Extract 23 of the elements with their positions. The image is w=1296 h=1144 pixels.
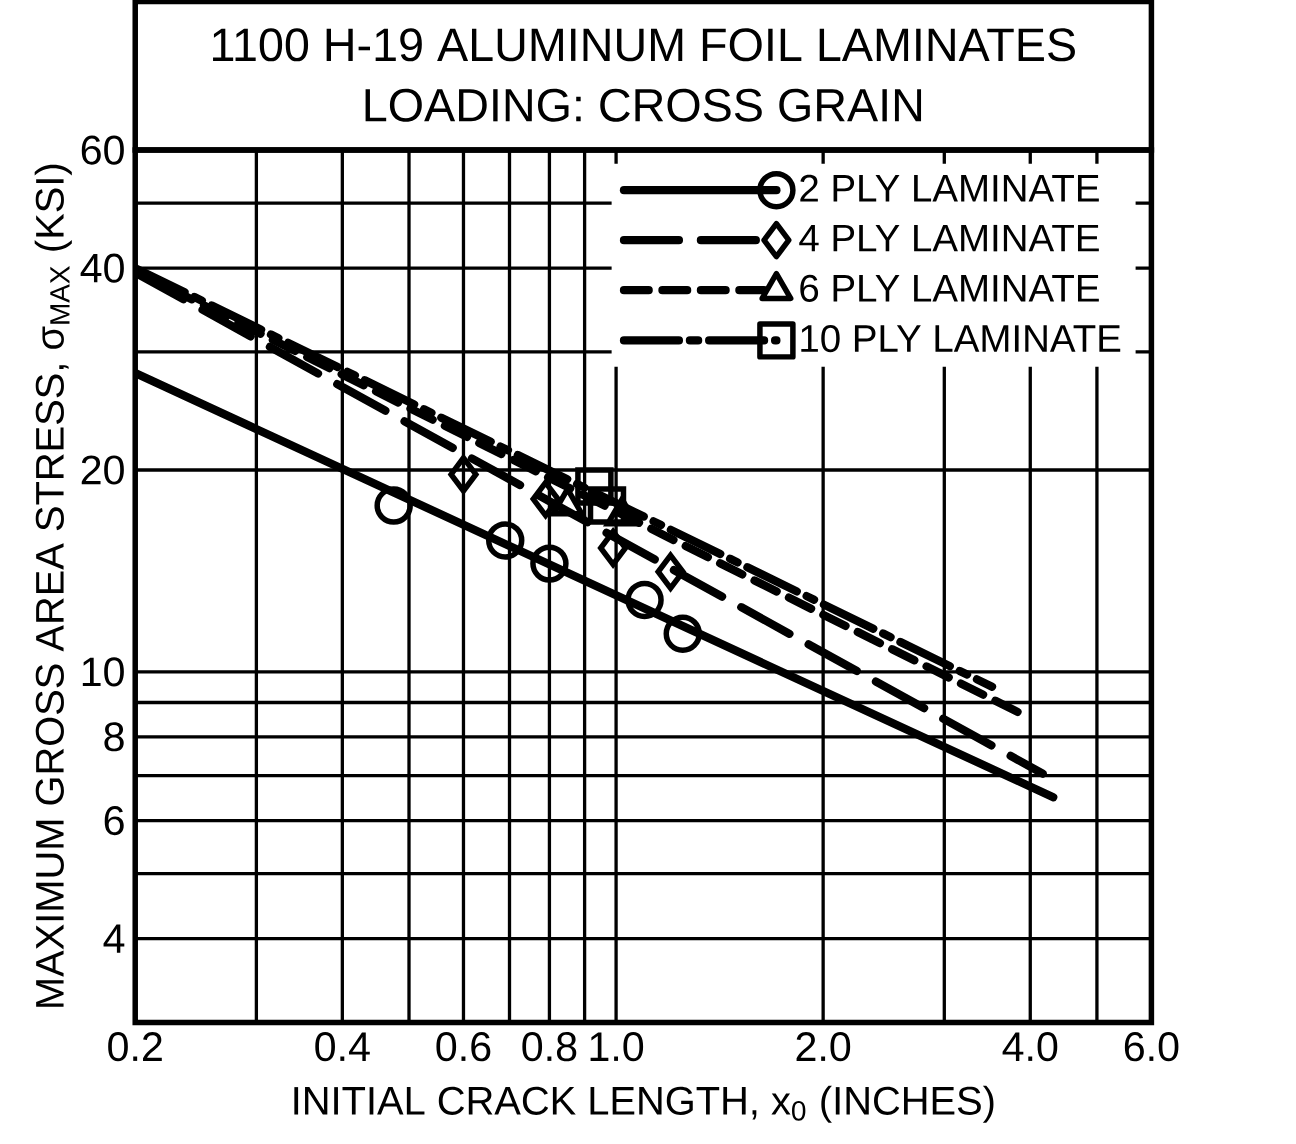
x-tick-label: 4.0	[1002, 1031, 1058, 1062]
chart-subtitle: LOADING: CROSS GRAIN	[365, 88, 922, 122]
y-axis-title: MAXIMUM GROSS AREA STRESS, σ$_{MAX}$ (KSI)	[34, 164, 72, 1007]
chart-title: 1100 H-19 ALUMINUM FOIL LAMINATES	[213, 28, 1075, 62]
legend-label: 2 PLY LAMINATE	[800, 174, 1099, 202]
y-tick-label: 60	[81, 135, 124, 165]
x-tick-label: 0.4	[315, 1031, 370, 1062]
x-tick-label: 6.0	[1124, 1031, 1179, 1062]
y-tick-label: 10	[82, 657, 124, 687]
y-tick-label: 4	[103, 924, 125, 953]
x-tick-label: 0.2	[108, 1031, 162, 1062]
y-tick-label: 6	[104, 805, 124, 835]
y-tick-label: 20	[81, 455, 124, 485]
legend-label: 6 PLY LAMINATE	[800, 274, 1099, 302]
x-axis-title: INITIAL CRACK LENGTH, x$_{0}$ (INCHES)	[294, 1085, 994, 1123]
y-tick-label: 40	[80, 253, 124, 283]
legend-label: 10 PLY LAMINATE	[801, 324, 1121, 352]
x-tick-label: 1.0	[590, 1031, 644, 1062]
x-tick-label: 0.6	[436, 1031, 491, 1062]
x-tick-label: 2.0	[796, 1031, 851, 1062]
x-tick-label: 0.8	[522, 1031, 577, 1062]
legend-label: 4 PLY LAMINATE	[799, 224, 1099, 252]
y-tick-label: 8	[104, 722, 124, 752]
